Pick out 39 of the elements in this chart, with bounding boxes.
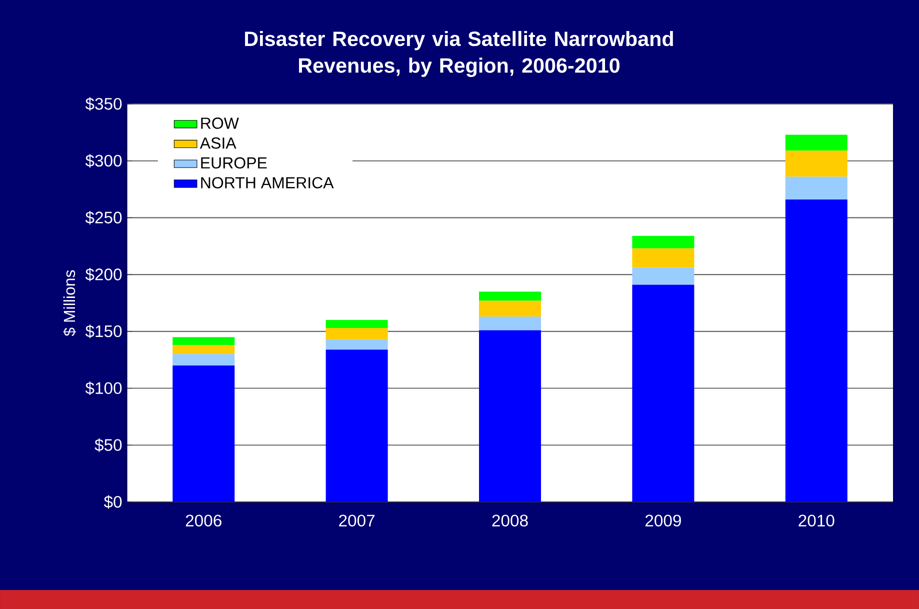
legend-label: ASIA xyxy=(200,137,236,149)
bar xyxy=(785,134,848,151)
bar xyxy=(785,150,848,177)
bar xyxy=(785,176,848,200)
legend-label: EUROPE xyxy=(201,157,267,169)
x-tick-label: 2009 xyxy=(646,514,681,526)
bar xyxy=(172,366,235,502)
bar xyxy=(632,284,694,502)
y-tick-label: $100 xyxy=(85,382,122,396)
bar xyxy=(632,236,694,248)
legend-label: NORTH AMERICA xyxy=(201,177,334,188)
y-tick-label: $250 xyxy=(85,210,122,224)
bar xyxy=(632,268,694,285)
bar xyxy=(479,300,541,317)
y-tick-label: $200 xyxy=(85,268,122,282)
y-tick-label: $150 xyxy=(85,324,122,338)
y-tick-label: $0 xyxy=(104,495,122,509)
bar xyxy=(479,330,541,502)
x-tick-label: 2010 xyxy=(798,514,834,526)
bar xyxy=(172,345,235,354)
bar xyxy=(326,350,388,502)
bar xyxy=(326,328,388,340)
bar xyxy=(785,200,848,502)
x-tick-label: 2008 xyxy=(492,514,528,526)
y-axis-title: $ Millions xyxy=(63,270,76,336)
y-tick-label: $50 xyxy=(94,438,122,452)
bar xyxy=(172,354,235,366)
x-tick-label: 2007 xyxy=(339,514,374,526)
x-tick-label: 2006 xyxy=(186,514,222,526)
y-tick-label: $350 xyxy=(85,97,122,111)
y-tick-label: $300 xyxy=(85,154,122,168)
bar xyxy=(326,339,388,350)
bar xyxy=(632,248,694,268)
bar xyxy=(326,320,388,328)
legend-label: ROW xyxy=(201,118,239,129)
bar xyxy=(479,316,541,330)
bar xyxy=(172,337,235,346)
bar xyxy=(479,292,541,301)
chart-title: Disaster Recovery via Satellite Narrowband Revenues, by Region, 2006-2010 xyxy=(245,30,673,77)
